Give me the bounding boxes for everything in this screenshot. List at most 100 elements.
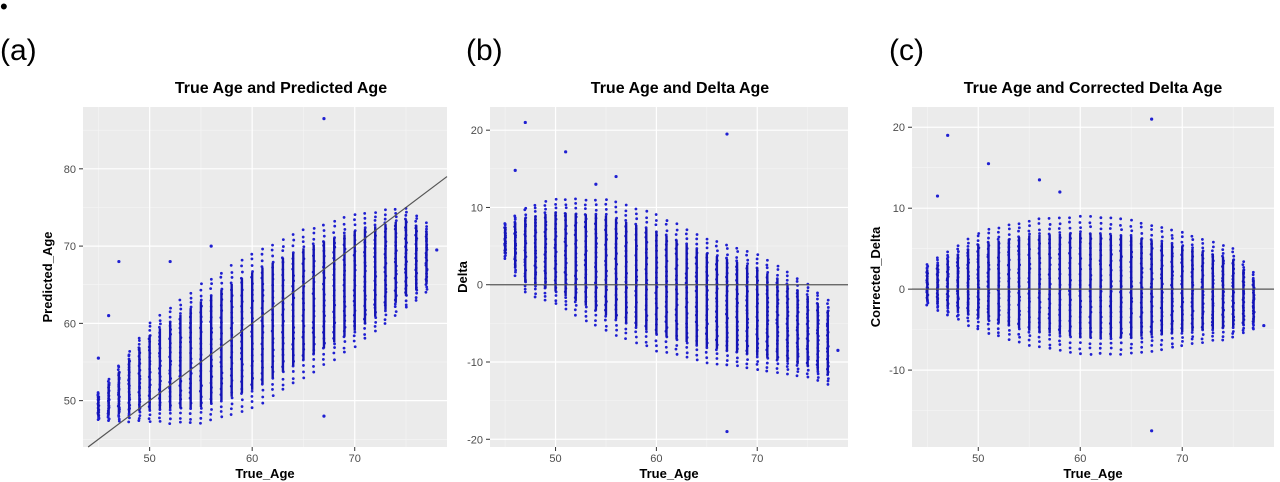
- data-point: [746, 358, 749, 361]
- data-point: [1129, 351, 1133, 355]
- data-point: [1069, 351, 1072, 354]
- data-point: [645, 209, 649, 213]
- data-point: [1242, 265, 1246, 269]
- data-point: [564, 299, 568, 303]
- data-point: [736, 250, 740, 253]
- data-point: [635, 341, 638, 345]
- data-point: [755, 261, 759, 265]
- data-point: [826, 379, 830, 383]
- data-point: [312, 231, 316, 235]
- data-point: [1037, 217, 1041, 221]
- data-point: [1069, 335, 1072, 339]
- data-point: [220, 281, 224, 285]
- data-point: [199, 406, 203, 410]
- data-point: [674, 233, 678, 236]
- data-point: [250, 394, 254, 398]
- data-point: [816, 376, 820, 379]
- data-point: [523, 290, 527, 294]
- data-point: [1201, 341, 1204, 345]
- data-point: [785, 278, 789, 282]
- outlier-point: [513, 168, 517, 172]
- data-point: [1130, 218, 1133, 222]
- data-point: [554, 294, 558, 297]
- data-point: [1048, 343, 1052, 347]
- data-point: [1191, 335, 1195, 339]
- data-point: [384, 309, 387, 313]
- data-point: [564, 307, 568, 311]
- data-point: [1150, 343, 1154, 347]
- outlier-point: [1150, 429, 1154, 433]
- data-point: [554, 299, 558, 303]
- data-point: [765, 369, 769, 373]
- data-point: [1221, 252, 1225, 255]
- data-point: [1007, 338, 1011, 342]
- data-point: [573, 300, 577, 304]
- panel-b: (b) True Age and Delta Age 50 60 70 -20 -10 0 10…: [455, 34, 848, 481]
- outlier-point: [435, 248, 439, 252]
- data-point: [1190, 337, 1194, 341]
- data-point: [137, 336, 141, 340]
- data-point: [956, 244, 960, 248]
- data-point: [1109, 337, 1113, 341]
- data-point: [178, 420, 182, 424]
- data-point: [574, 202, 578, 205]
- data-point: [1058, 348, 1062, 352]
- data-point: [1068, 346, 1072, 350]
- data-point: [158, 325, 161, 329]
- data-point: [373, 223, 377, 227]
- data-point: [261, 388, 265, 392]
- data-point: [270, 248, 274, 252]
- data-point: [584, 198, 588, 202]
- data-point: [1109, 341, 1113, 345]
- data-point: [137, 417, 141, 420]
- data-point: [302, 245, 306, 249]
- data-point: [158, 319, 162, 323]
- data-point: [1027, 229, 1031, 233]
- data-point: [705, 237, 709, 241]
- data-point: [584, 310, 588, 313]
- data-point: [1089, 225, 1092, 229]
- data-point: [604, 212, 608, 216]
- data-point: [188, 421, 192, 424]
- data-point: [1079, 352, 1082, 356]
- data-point: [1099, 336, 1103, 340]
- data-point: [796, 367, 800, 371]
- data-point: [1007, 223, 1011, 227]
- y-axis-title: Corrected_Delta: [868, 226, 883, 327]
- data-point: [594, 198, 597, 202]
- data-point: [353, 345, 357, 349]
- y-axis-title: Predicted_Age: [40, 231, 55, 322]
- data-point: [534, 284, 537, 288]
- data-point: [1078, 221, 1082, 224]
- data-point: [1170, 234, 1174, 237]
- data-point: [533, 295, 537, 299]
- data-point: [795, 374, 799, 378]
- data-point: [1007, 233, 1011, 237]
- data-point: [674, 347, 678, 351]
- data-point: [1180, 344, 1184, 348]
- data-point: [645, 220, 649, 224]
- outlier-point: [594, 182, 598, 186]
- data-point: [158, 313, 162, 317]
- data-point: [312, 370, 316, 374]
- data-point: [776, 264, 780, 268]
- data-point: [271, 394, 275, 397]
- data-point: [695, 233, 699, 236]
- data-point: [1047, 216, 1051, 220]
- data-point: [1201, 333, 1205, 336]
- data-point: [302, 376, 306, 380]
- data-point: [229, 413, 233, 416]
- data-point: [281, 245, 285, 248]
- data-point: [614, 200, 618, 204]
- data-point: [523, 287, 527, 291]
- data-point: [363, 327, 367, 330]
- outlier-point: [986, 162, 991, 166]
- data-point: [987, 236, 990, 240]
- data-point: [179, 411, 182, 415]
- data-point: [302, 364, 305, 367]
- data-point: [615, 328, 619, 332]
- data-point: [695, 237, 699, 241]
- data-point: [1201, 246, 1205, 250]
- data-point: [996, 331, 1000, 335]
- data-point: [1251, 270, 1255, 274]
